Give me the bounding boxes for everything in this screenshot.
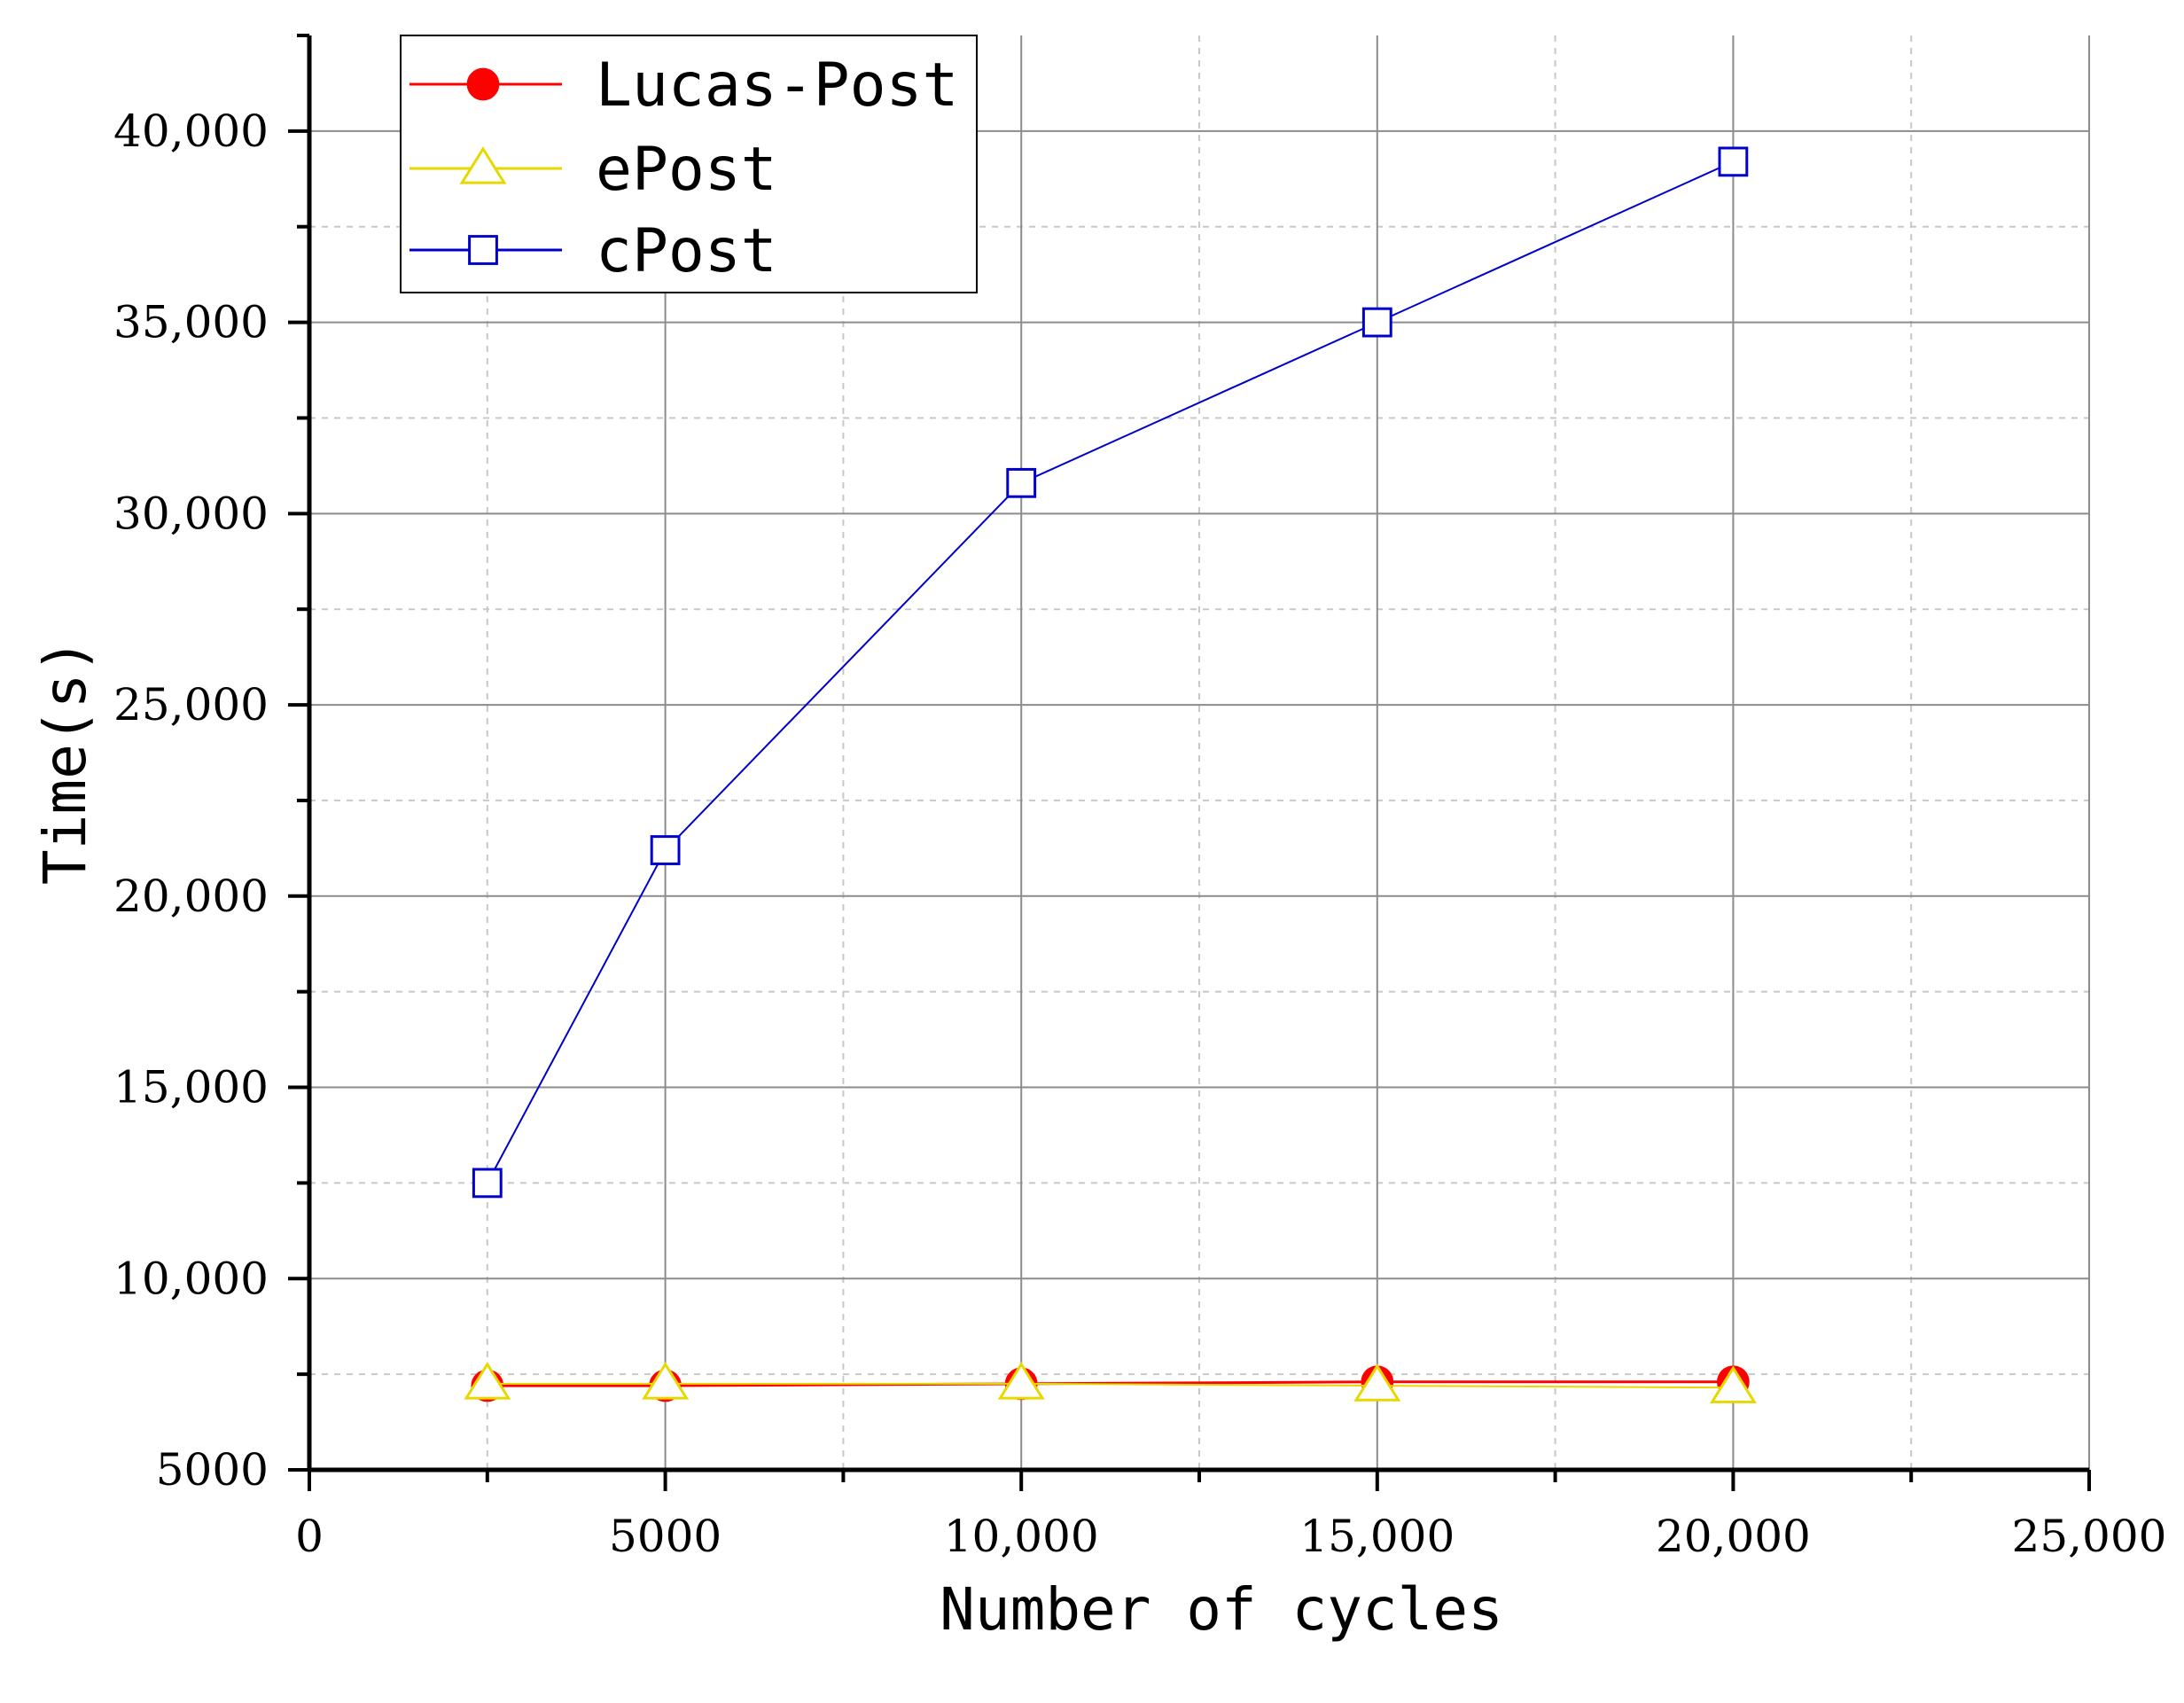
marker-square bbox=[1361, 307, 1392, 338]
grid bbox=[309, 35, 2090, 1470]
series-line bbox=[486, 160, 1734, 1184]
y-tick-label: 40,000 bbox=[113, 105, 269, 157]
legend-label: Lucas-Post bbox=[596, 51, 958, 121]
x-tick-label: 0 bbox=[295, 1511, 324, 1562]
marker-circle bbox=[466, 67, 500, 101]
y-tick-label: 10,000 bbox=[113, 1253, 269, 1304]
marker-triangle bbox=[997, 1362, 1045, 1400]
y-tick-label: 15,000 bbox=[113, 1062, 269, 1113]
y-tick-label: 30,000 bbox=[113, 488, 269, 539]
marker-triangle bbox=[642, 1362, 690, 1400]
marker-square bbox=[1006, 467, 1037, 498]
legend-label: cPost bbox=[596, 216, 777, 286]
axes bbox=[288, 34, 2091, 1491]
legend-item: ePost bbox=[410, 135, 777, 205]
y-tick-label: 5000 bbox=[156, 1444, 269, 1496]
x-axis-title: Number of cycles bbox=[940, 1575, 1503, 1644]
legend-item: Lucas-Post bbox=[410, 51, 958, 121]
series-ePost bbox=[464, 1362, 1757, 1403]
y-axis-title: Time(s) bbox=[31, 638, 99, 885]
marker-square bbox=[472, 1168, 503, 1199]
x-tick-label: 20,000 bbox=[1656, 1511, 1811, 1562]
legend-label: ePost bbox=[596, 135, 777, 205]
marker-triangle bbox=[1709, 1365, 1757, 1403]
legend: Lucas-Post ePost cPost bbox=[400, 35, 978, 293]
marker-square bbox=[468, 235, 498, 265]
y-tick-label: 35,000 bbox=[113, 297, 269, 348]
marker-triangle bbox=[464, 1362, 511, 1400]
series bbox=[464, 146, 1757, 1403]
y-tick-label: 25,000 bbox=[113, 679, 269, 730]
x-tick-label: 15,000 bbox=[1299, 1511, 1455, 1562]
y-tick-label: 20,000 bbox=[113, 871, 269, 922]
marker-square bbox=[1718, 146, 1749, 177]
marker-square bbox=[650, 835, 681, 865]
marker-triangle bbox=[459, 146, 507, 184]
x-tick-label: 25,000 bbox=[2012, 1511, 2167, 1562]
series-cPost bbox=[472, 146, 1749, 1199]
legend-item: cPost bbox=[410, 216, 777, 286]
x-tick-label: 10,000 bbox=[944, 1511, 1099, 1562]
x-tick-label: 5000 bbox=[609, 1511, 722, 1562]
tick-labels: 0 5000 10,000 15,000 20,000 25,000 5000 10,000 1… bbox=[113, 105, 2166, 1562]
marker-triangle bbox=[1353, 1363, 1401, 1402]
